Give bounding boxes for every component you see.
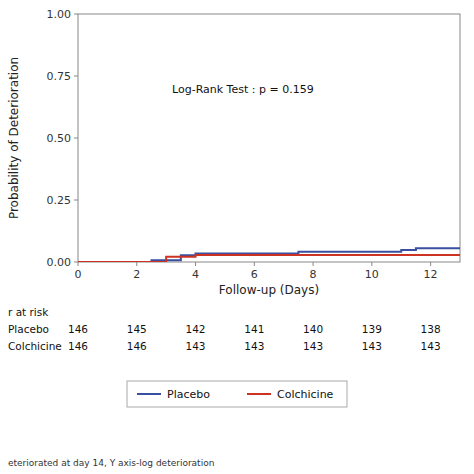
x-tick bbox=[136, 262, 137, 266]
x-tick bbox=[313, 262, 314, 266]
x-tick-label: 0 bbox=[75, 268, 82, 281]
y-tick-label: 0.75 bbox=[47, 70, 72, 83]
at-risk-number: 143 bbox=[186, 340, 206, 352]
y-axis-label: Probability of Deterioration bbox=[7, 57, 21, 219]
y-tick bbox=[74, 14, 78, 15]
y-axis: 0.00 0.25 0.50 0.75 1.00 bbox=[47, 8, 79, 269]
at-risk-number: 140 bbox=[303, 323, 323, 335]
at-risk-number: 143 bbox=[244, 340, 264, 352]
legend-label: Placebo bbox=[167, 388, 210, 401]
plot-area bbox=[78, 248, 460, 262]
x-tick-label: 4 bbox=[192, 268, 199, 281]
y-tick bbox=[74, 262, 78, 263]
legend-swatch bbox=[137, 393, 161, 395]
y-tick bbox=[74, 138, 78, 139]
chart: 0.00 0.25 0.50 0.75 1.00 0 2 4 6 8 10 12 Follow-up (… bbox=[0, 0, 474, 474]
x-tick-label: 2 bbox=[133, 268, 140, 281]
step-line bbox=[78, 255, 460, 262]
at-risk-number: 143 bbox=[421, 340, 441, 352]
at-risk-number: 142 bbox=[186, 323, 206, 335]
x-axis: 0 2 4 6 8 10 12 bbox=[75, 262, 438, 281]
x-tick-label: 10 bbox=[365, 268, 379, 281]
footnote: eteriorated at day 14, Y axis-log deteri… bbox=[8, 458, 214, 468]
legend-box bbox=[127, 381, 347, 407]
at-risk-number: 146 bbox=[127, 340, 147, 352]
legend-swatch bbox=[247, 393, 271, 395]
at-risk-row-label: Colchicine bbox=[8, 340, 62, 352]
at-risk-table: r at risk Placebo 146 145 142 141 140 139 138 Col… bbox=[8, 306, 441, 352]
at-risk-number: 139 bbox=[362, 323, 382, 335]
x-tick bbox=[371, 262, 372, 266]
at-risk-number: 143 bbox=[362, 340, 382, 352]
x-tick-label: 6 bbox=[251, 268, 258, 281]
y-tick-label: 0.00 bbox=[47, 256, 72, 269]
at-risk-number: 138 bbox=[421, 323, 441, 335]
y-tick-label: 1.00 bbox=[47, 8, 72, 21]
plot-frame bbox=[78, 14, 460, 262]
at-risk-row-label: Placebo bbox=[8, 323, 49, 335]
at-risk-title: r at risk bbox=[8, 306, 49, 318]
at-risk-number: 141 bbox=[244, 323, 264, 335]
y-tick bbox=[74, 200, 78, 201]
at-risk-number: 143 bbox=[303, 340, 323, 352]
legend-label: Colchicine bbox=[277, 388, 334, 401]
y-tick-label: 0.25 bbox=[47, 194, 72, 207]
y-tick bbox=[74, 76, 78, 77]
legend: Placebo Colchicine bbox=[127, 381, 347, 407]
x-tick bbox=[254, 262, 255, 266]
x-tick bbox=[195, 262, 196, 266]
step-line bbox=[78, 248, 460, 262]
x-tick-label: 8 bbox=[310, 268, 317, 281]
x-axis-label: Follow-up (Days) bbox=[219, 283, 319, 297]
at-risk-number: 146 bbox=[68, 323, 88, 335]
at-risk-number: 146 bbox=[68, 340, 88, 352]
x-tick bbox=[78, 262, 79, 266]
at-risk-number: 145 bbox=[127, 323, 147, 335]
x-tick bbox=[430, 262, 431, 266]
annotation: Log-Rank Test : p = 0.159 bbox=[172, 83, 314, 96]
y-tick-label: 0.50 bbox=[47, 132, 72, 145]
x-tick-label: 12 bbox=[424, 268, 438, 281]
